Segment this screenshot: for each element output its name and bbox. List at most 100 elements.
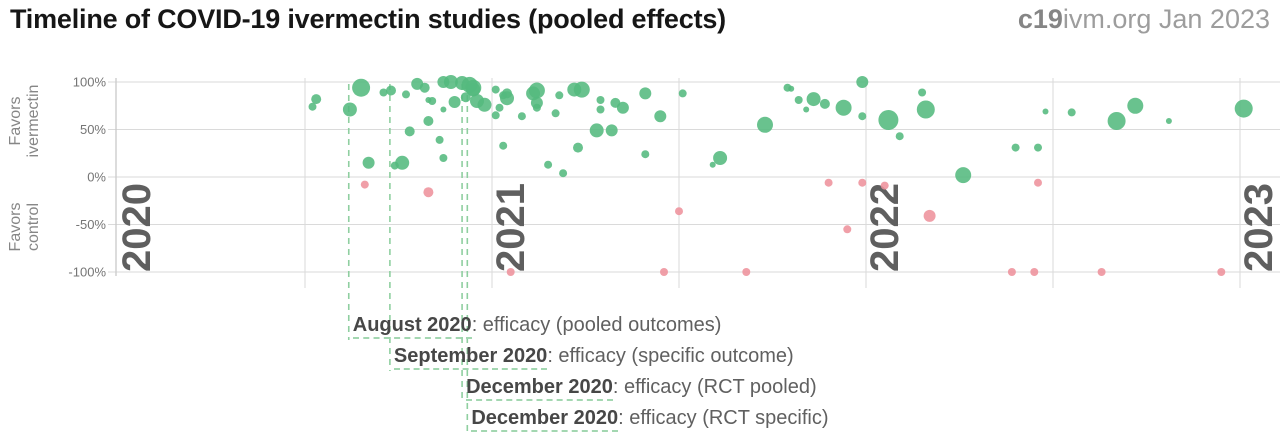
study-dot-favors-ivermectin[interactable]	[551, 109, 560, 118]
study-dot-favors-ivermectin[interactable]	[1165, 118, 1172, 124]
study-dot-favors-control[interactable]	[1034, 178, 1042, 187]
study-dot-favors-ivermectin[interactable]	[470, 94, 484, 108]
study-dot-favors-ivermectin[interactable]	[499, 141, 508, 150]
study-dot-favors-ivermectin[interactable]	[713, 151, 728, 165]
brand-c19: c19	[1017, 4, 1063, 34]
study-dot-favors-ivermectin[interactable]	[308, 102, 317, 111]
y-tick-label: 0%	[87, 170, 106, 185]
study-dot-favors-ivermectin[interactable]	[1234, 99, 1253, 118]
study-dot-favors-ivermectin[interactable]	[794, 96, 803, 104]
study-dot-favors-ivermectin[interactable]	[596, 105, 605, 114]
study-dot-favors-ivermectin[interactable]	[918, 88, 927, 97]
study-dot-favors-ivermectin[interactable]	[460, 92, 471, 103]
brand-rest: ivm.org Jan 2023	[1062, 4, 1270, 34]
study-dot-favors-ivermectin[interactable]	[491, 85, 500, 94]
study-dot-favors-ivermectin[interactable]	[654, 110, 667, 123]
study-dot-favors-ivermectin[interactable]	[425, 97, 432, 103]
study-dot-favors-ivermectin[interactable]	[352, 78, 371, 97]
study-dot-favors-control[interactable]	[880, 181, 889, 190]
study-dot-favors-ivermectin[interactable]	[856, 76, 869, 88]
favors-control-label: Favors	[7, 203, 24, 252]
study-dot-favors-ivermectin[interactable]	[491, 111, 500, 120]
study-dot-favors-ivermectin[interactable]	[639, 87, 652, 100]
study-dot-favors-ivermectin[interactable]	[895, 132, 904, 141]
study-dot-favors-ivermectin[interactable]	[379, 88, 388, 97]
year-label: 2021	[489, 183, 533, 272]
study-dot-favors-ivermectin[interactable]	[858, 112, 867, 121]
study-dot-favors-ivermectin[interactable]	[596, 96, 605, 104]
study-dot-favors-ivermectin[interactable]	[386, 85, 396, 96]
milestone-row: December 2020: efficacy (RCT specific)	[471, 407, 829, 432]
study-dot-favors-ivermectin[interactable]	[1067, 108, 1076, 117]
study-dot-favors-ivermectin[interactable]	[390, 161, 399, 170]
study-dot-favors-ivermectin[interactable]	[439, 154, 448, 162]
study-dot-favors-ivermectin[interactable]	[311, 94, 322, 105]
study-dot-favors-ivermectin[interactable]	[435, 135, 444, 144]
study-dot-favors-ivermectin[interactable]	[404, 126, 415, 137]
milestone-row: August 2020: efficacy (pooled outcomes)	[352, 314, 722, 339]
study-dot-favors-ivermectin[interactable]	[555, 91, 564, 100]
milestone-row: September 2020: efficacy (specific outco…	[393, 345, 794, 370]
milestone-date: August 2020	[352, 314, 472, 339]
study-dot-favors-ivermectin[interactable]	[616, 101, 629, 114]
study-dot-favors-ivermectin[interactable]	[806, 92, 821, 107]
study-dot-favors-control[interactable]	[843, 225, 852, 234]
study-dot-favors-ivermectin[interactable]	[916, 100, 935, 119]
study-dot-favors-control[interactable]	[923, 209, 936, 222]
study-dot-favors-ivermectin[interactable]	[517, 112, 526, 121]
study-dot-favors-ivermectin[interactable]	[878, 110, 899, 130]
study-dot-favors-control[interactable]	[1007, 268, 1016, 276]
study-dot-favors-ivermectin[interactable]	[528, 82, 545, 99]
study-dot-favors-ivermectin[interactable]	[589, 123, 604, 138]
study-dot-favors-control[interactable]	[742, 268, 751, 276]
milestone-desc: : efficacy (pooled outcomes)	[471, 314, 722, 336]
study-dot-favors-ivermectin[interactable]	[440, 106, 447, 113]
y-tick-label: -100%	[68, 265, 106, 280]
study-dot-favors-ivermectin[interactable]	[465, 79, 482, 96]
study-dot-favors-ivermectin[interactable]	[709, 161, 716, 168]
study-dot-favors-ivermectin[interactable]	[788, 85, 795, 92]
study-dot-favors-ivermectin[interactable]	[757, 116, 773, 133]
study-dot-favors-ivermectin[interactable]	[573, 81, 590, 98]
milestone-date: December 2020	[466, 376, 613, 401]
study-dot-favors-control[interactable]	[858, 178, 867, 187]
study-dot-favors-control[interactable]	[675, 207, 683, 216]
study-dot-favors-control[interactable]	[824, 178, 833, 187]
y-tick-label: -50%	[76, 217, 107, 232]
study-dot-favors-ivermectin[interactable]	[1034, 143, 1042, 152]
study-dot-favors-ivermectin[interactable]	[544, 160, 553, 169]
study-dot-favors-ivermectin[interactable]	[641, 150, 650, 159]
study-dot-favors-ivermectin[interactable]	[362, 156, 375, 169]
study-dot-favors-ivermectin[interactable]	[1011, 143, 1020, 152]
study-dot-favors-control[interactable]	[1217, 268, 1226, 276]
study-dot-favors-control[interactable]	[1097, 268, 1106, 276]
study-dot-favors-ivermectin[interactable]	[532, 103, 541, 112]
study-dot-favors-ivermectin[interactable]	[835, 99, 852, 116]
study-dot-favors-ivermectin[interactable]	[955, 167, 972, 184]
study-dot-favors-control[interactable]	[360, 180, 369, 189]
study-dot-favors-control[interactable]	[660, 268, 668, 276]
study-dot-favors-ivermectin[interactable]	[419, 82, 430, 93]
study-dot-favors-ivermectin[interactable]	[559, 169, 568, 178]
study-dot-favors-ivermectin[interactable]	[678, 89, 687, 98]
milestone-date: September 2020	[393, 345, 548, 370]
study-dot-favors-ivermectin[interactable]	[1042, 108, 1049, 115]
study-dot-favors-ivermectin[interactable]	[573, 142, 583, 153]
study-dot-favors-control[interactable]	[506, 268, 515, 276]
study-dot-favors-ivermectin[interactable]	[443, 75, 458, 89]
study-dot-favors-ivermectin[interactable]	[605, 124, 618, 137]
study-dot-favors-ivermectin[interactable]	[448, 96, 461, 108]
study-dot-favors-ivermectin[interactable]	[803, 106, 810, 113]
milestone-desc: : efficacy (RCT pooled)	[612, 376, 817, 398]
study-dot-favors-ivermectin[interactable]	[423, 116, 434, 126]
study-dot-favors-ivermectin[interactable]	[495, 103, 504, 112]
study-dot-favors-control[interactable]	[1030, 268, 1039, 276]
study-dot-favors-ivermectin[interactable]	[342, 102, 357, 117]
study-dot-favors-ivermectin[interactable]	[1107, 112, 1126, 130]
study-dot-favors-ivermectin[interactable]	[500, 91, 514, 106]
study-dot-favors-ivermectin[interactable]	[819, 98, 830, 109]
study-dot-favors-control[interactable]	[423, 187, 434, 198]
study-dot-favors-ivermectin[interactable]	[1127, 97, 1144, 114]
study-dot-favors-ivermectin[interactable]	[402, 90, 410, 99]
